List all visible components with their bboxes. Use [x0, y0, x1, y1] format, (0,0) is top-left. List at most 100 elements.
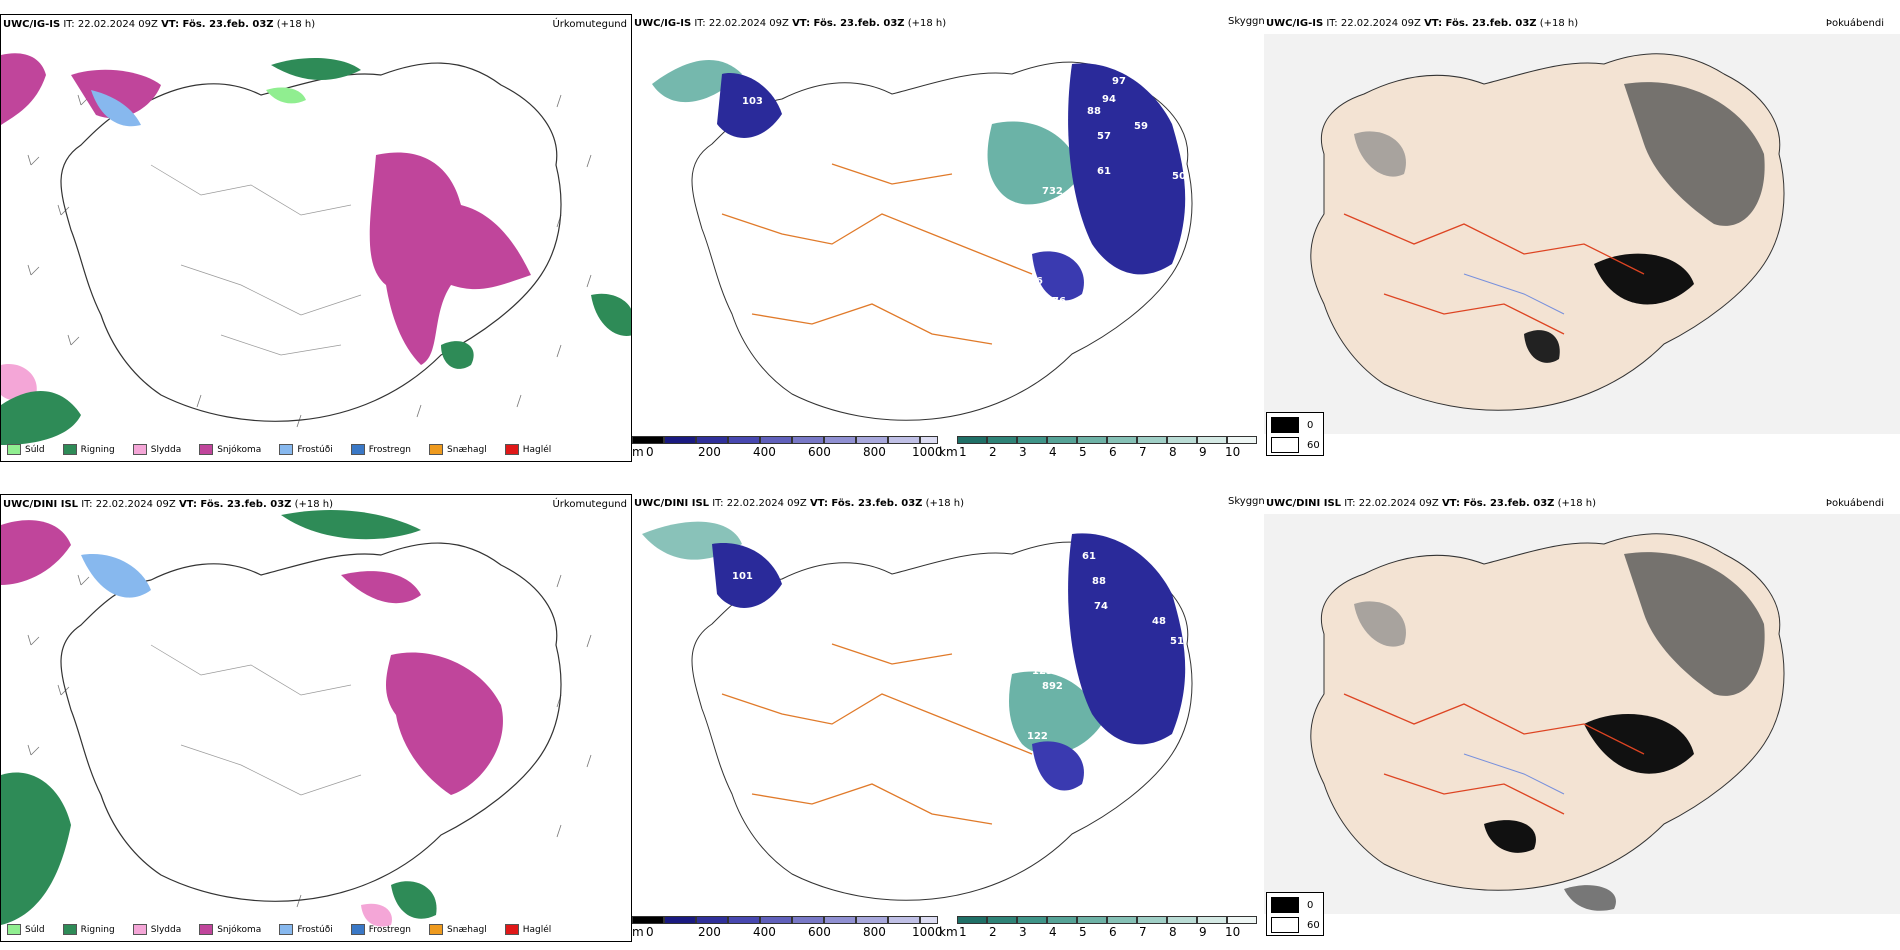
height-scale: m 0 200 400 600 800 1000: [632, 916, 952, 942]
legend-item: Snjókoma: [199, 444, 261, 455]
legend-item: Slydda: [132, 444, 181, 455]
precip-legend: Súld Rigning Slydda Snjókoma Frostúði Fr…: [7, 924, 551, 935]
lead-time: (+18 h): [925, 498, 965, 509]
cloud-map: 61 88 74 48 123 892 122 101 96 51: [642, 521, 1193, 901]
scale-unit: m: [632, 925, 644, 939]
model-name: UWC/DINI ISL: [3, 499, 79, 510]
map-value: 48: [1152, 616, 1166, 627]
swatch: [350, 444, 365, 455]
swatch: [279, 924, 294, 935]
panel-header: UWC/DINI ISL IT: 22.02.2024 09Z VT: Fös.…: [3, 499, 333, 510]
legend-item: Rigning: [62, 444, 115, 455]
fog-legend-row2: 0 60: [1266, 892, 1324, 936]
swatch: [504, 924, 519, 935]
height-scale: m 0 200 400 600 800 1000: [632, 436, 952, 462]
panel-title: Úrkomutegund: [552, 499, 627, 510]
map-value: 94: [1102, 94, 1116, 105]
cloud-label: Skyggni: [1228, 16, 1268, 27]
map-value: 61: [1082, 551, 1096, 562]
valid-time: VT: Fös. 23.feb. 03Z: [161, 19, 274, 30]
fog-panel-row2: UWC/DINI ISL IT: 22.02.2024 09Z VT: Fös.…: [1264, 494, 1900, 942]
legend-item: Snæhagl: [429, 444, 487, 455]
scale-unit: km: [939, 445, 958, 459]
valid-time: VT: Fös. 23.feb. 03Z: [1441, 498, 1555, 509]
map-value: 50: [1172, 171, 1186, 182]
panel-header: UWC/DINI ISL IT: 22.02.2024 09Z VT: Fös.…: [1266, 498, 1596, 509]
map-value: 76: [1052, 296, 1066, 307]
map-value: 61: [1097, 166, 1111, 177]
legend-item: Rigning: [62, 924, 115, 935]
wind-barbs: [27, 544, 592, 908]
map-value: 51: [1170, 636, 1184, 647]
precip-legend: Súld Rigning Slydda Snjókoma Frostúði Fr…: [7, 444, 551, 455]
legend-item: Slydda: [132, 924, 181, 935]
lead-time: (+18 h): [1539, 18, 1579, 29]
map-value: 74: [1094, 601, 1108, 612]
model-name: UWC/IG-IS: [634, 18, 692, 29]
panel-title: Þokuábendi: [1825, 18, 1884, 29]
lead-time: (+18 h): [907, 18, 947, 29]
swatch: [132, 924, 147, 935]
lead-time: (+18 h): [276, 19, 316, 30]
map-value: 59: [1134, 121, 1148, 132]
swatch: [7, 924, 21, 935]
panel-title: Úrkomutegund: [552, 19, 627, 30]
wind-barbs: [27, 64, 592, 428]
precip-map: [1, 53, 631, 445]
legend-item: Frostúði: [279, 444, 333, 455]
legend-item: Snjókoma: [199, 924, 261, 935]
cloud-label: Skyggni: [1228, 496, 1268, 507]
cloud-panel-row2: UWC/DINI ISL IT: 22.02.2024 09Z VT: Fös.…: [632, 494, 1264, 942]
swatch: [7, 444, 21, 455]
legend-item: Snæhagl: [429, 924, 487, 935]
map-value: 57: [1097, 131, 1111, 142]
precip-map: [1, 510, 592, 927]
init-time: IT: 22.02.2024 09Z: [1326, 18, 1421, 29]
lead-time: (+18 h): [294, 499, 334, 510]
panel-header: UWC/IG-IS IT: 22.02.2024 09Z VT: Fös. 23…: [1266, 18, 1578, 29]
legend-item: Haglél: [504, 924, 551, 935]
map-value: 123: [1032, 666, 1053, 677]
model-name: UWC/IG-IS: [3, 19, 61, 30]
legend-item: Súld: [7, 444, 45, 455]
swatch: [504, 444, 519, 455]
legend-item: Haglél: [504, 444, 551, 455]
swatch: [132, 444, 147, 455]
km-scale: km 1 2 3 4 5 6 7 8 9 10: [939, 436, 1262, 462]
lead-time: (+18 h): [1557, 498, 1597, 509]
panel-header: UWC/DINI ISL IT: 22.02.2024 09Z VT: Fös.…: [634, 498, 964, 509]
swatch: [279, 444, 294, 455]
km-scale: km 1 2 3 4 5 6 7 8 9 10: [939, 916, 1262, 942]
precip-type-panel-row1: UWC/IG-IS IT: 22.02.2024 09Z VT: Fös. 23…: [0, 14, 632, 462]
panel-title: Þokuábendi: [1825, 498, 1884, 509]
init-time: IT: 22.02.2024 09Z: [712, 498, 807, 509]
init-time: IT: 22.02.2024 09Z: [63, 19, 158, 30]
valid-time: VT: Fös. 23.feb. 03Z: [1424, 18, 1537, 29]
swatch: [199, 444, 214, 455]
model-name: UWC/IG-IS: [1266, 18, 1324, 29]
swatch: [62, 444, 77, 455]
panel-header: UWC/IG-IS IT: 22.02.2024 09Z VT: Fös. 23…: [3, 19, 315, 30]
valid-time: VT: Fös. 23.feb. 03Z: [178, 499, 292, 510]
swatch: [429, 444, 444, 455]
valid-time: VT: Fös. 23.feb. 03Z: [792, 18, 905, 29]
panel-header: UWC/IG-IS IT: 22.02.2024 09Z VT: Fös. 23…: [634, 18, 946, 29]
map-value: 892: [1042, 681, 1063, 692]
cloud-panel-row1: UWC/IG-IS IT: 22.02.2024 09Z VT: Fös. 23…: [632, 14, 1264, 462]
init-time: IT: 22.02.2024 09Z: [1344, 498, 1439, 509]
map-value: 101: [732, 571, 753, 582]
legend-item: Frostregn: [350, 924, 411, 935]
init-time: IT: 22.02.2024 09Z: [81, 499, 176, 510]
swatch: [350, 924, 365, 935]
fog-map: [1264, 34, 1900, 434]
precip-type-panel-row2: UWC/DINI ISL IT: 22.02.2024 09Z VT: Fös.…: [0, 494, 632, 942]
map-value: 122: [1027, 731, 1048, 742]
map-value: 732: [1042, 186, 1063, 197]
cloud-map: 97 94 88 57 59 61 50 126 76 732 103: [652, 60, 1193, 421]
map-value: 88: [1087, 106, 1101, 117]
model-name: UWC/DINI ISL: [1266, 498, 1342, 509]
legend-item: Frostregn: [350, 444, 411, 455]
swatch: [429, 924, 444, 935]
map-value: 96: [777, 841, 791, 852]
map-value: 97: [1112, 76, 1126, 87]
